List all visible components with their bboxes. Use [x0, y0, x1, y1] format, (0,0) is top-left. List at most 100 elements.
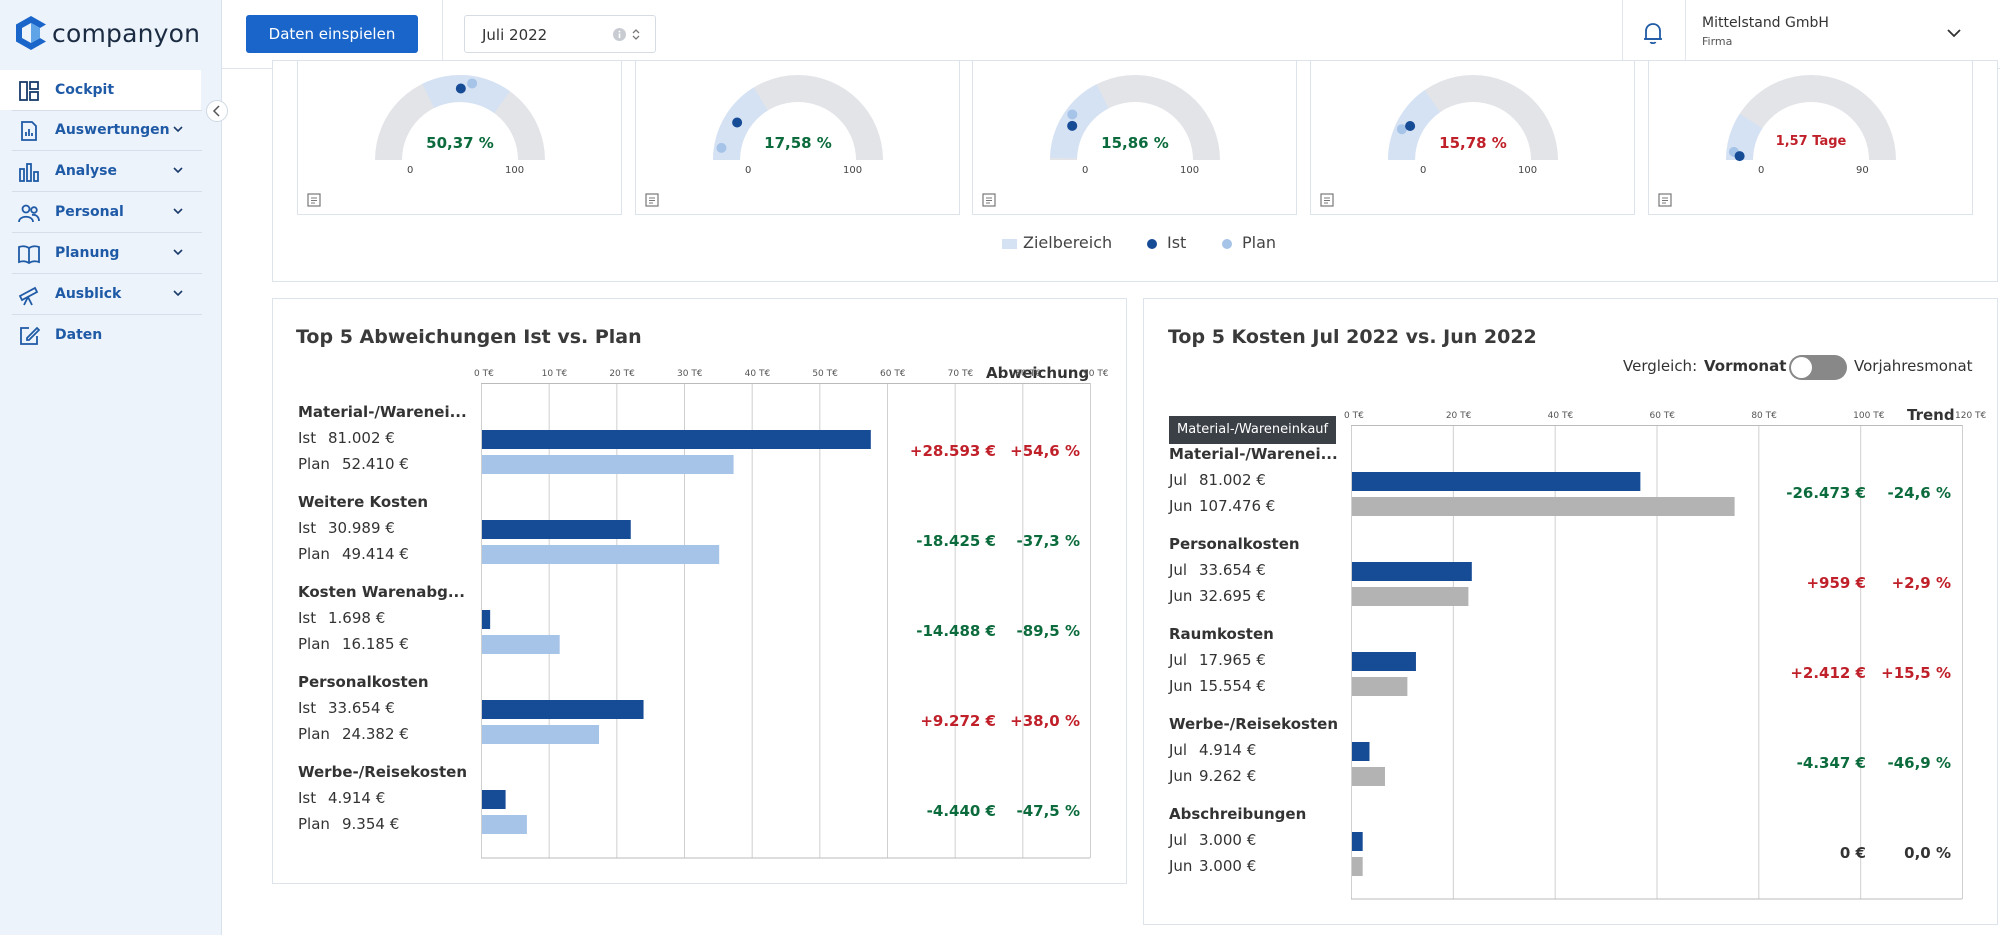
bar-secondary [482, 635, 560, 654]
axis-tick-label: 60 T€ [1649, 411, 1676, 421]
axis-tick-label: 120 T€ [1955, 411, 1987, 421]
deviation-absolute: +28.593 € [909, 442, 996, 460]
gauge-chart [375, 75, 545, 160]
chevron-down-icon [173, 126, 183, 133]
compare-toggle[interactable] [1789, 355, 1847, 380]
bar-primary [1352, 652, 1416, 671]
deviation-absolute: +959 € [1806, 574, 1866, 592]
logo[interactable]: companyon [14, 15, 200, 51]
gauge-max-label: 100 [1518, 165, 1538, 176]
gauge-min-label: 0 [1758, 165, 1765, 176]
deviation-percent: -46,9 % [1887, 754, 1952, 772]
row-series-value: 4.914 € [328, 789, 386, 807]
row-category: Werbe-/Reisekosten [298, 763, 467, 781]
gauge-chart [1388, 75, 1558, 160]
row-series-label: Plan [298, 455, 330, 473]
deviation-percent: +38,0 % [1010, 712, 1080, 730]
document-icon[interactable] [645, 193, 659, 207]
row-series-value: 52.410 € [342, 455, 409, 473]
row-series-value: 1.698 € [328, 609, 386, 627]
gauge-max-label: 90 [1856, 165, 1869, 176]
sidebar-item-ausblick[interactable]: Ausblick [0, 274, 201, 314]
gauge-actual-marker [1734, 151, 1745, 162]
gauge-value: 1,57 Tage [1775, 134, 1847, 149]
divider [12, 110, 202, 111]
period-select[interactable]: Juli 2022 [464, 15, 656, 53]
row-series-label: Ist [298, 609, 317, 627]
axis-tick-label: 10 T€ [541, 369, 568, 379]
book-icon [18, 245, 40, 265]
gauge-plan-marker [1067, 109, 1078, 120]
row-series-value: 24.382 € [342, 725, 409, 743]
row-series-label: Jul [1169, 471, 1188, 489]
sidebar-item-label: Auswertungen [55, 122, 170, 138]
row-series-label: Jun [1169, 497, 1193, 515]
costs-title: Top 5 Kosten Jul 2022 vs. Jun 2022 [1168, 326, 1537, 348]
axis-tick-label: 20 T€ [609, 369, 635, 379]
document-icon[interactable] [1320, 193, 1334, 207]
row-series-value: 107.476 € [1199, 497, 1276, 515]
chevron-down-icon [173, 208, 183, 215]
row-series-label: Ist [298, 519, 317, 537]
sidebar-item-analyse[interactable]: Analyse [0, 151, 201, 191]
deviation-percent: -89,5 % [1016, 622, 1081, 640]
bell-icon[interactable] [1642, 21, 1664, 45]
edit-icon [20, 326, 40, 345]
gauge-max-label: 100 [505, 165, 525, 176]
row-series-label: Jun [1169, 677, 1193, 695]
row-series-label: Jul [1169, 561, 1188, 579]
deviation-percent: +2,9 % [1891, 574, 1951, 592]
gauge-value: 17,58 % [764, 134, 832, 152]
axis-tick-label: 90 T€ [1083, 369, 1109, 379]
divider [442, 0, 443, 69]
sidebar-item-personal[interactable]: Personal [0, 192, 201, 232]
row-category: Werbe-/Reisekosten [1169, 715, 1338, 733]
legend-plan: Plan [1222, 233, 1276, 252]
deviation-absolute: -4.440 € [926, 802, 996, 820]
row-series-value: 33.654 € [328, 699, 395, 717]
gauge-actual-marker [455, 83, 466, 94]
row-series-label: Ist [298, 699, 317, 717]
axis-tick-label: 70 T€ [947, 369, 974, 379]
row-series-label: Jun [1169, 857, 1193, 875]
row-series-value: 49.414 € [342, 545, 409, 563]
deviation-absolute: +2.412 € [1790, 664, 1866, 682]
document-icon[interactable] [1658, 193, 1672, 207]
people-icon [18, 204, 40, 223]
sidebar-item-planung[interactable]: Planung [0, 233, 201, 273]
document-icon[interactable] [982, 193, 996, 207]
import-data-button[interactable]: Daten einspielen [246, 15, 418, 53]
bar-primary [482, 610, 491, 629]
period-value: Juli 2022 [482, 26, 548, 44]
row-series-value: 3.000 € [1199, 857, 1257, 875]
gauge-max-label: 100 [1180, 165, 1200, 176]
deviation-absolute: -4.347 € [1796, 754, 1866, 772]
row-series-value: 81.002 € [1199, 471, 1266, 489]
target-swatch [1002, 238, 1017, 249]
legend-plan-label: Plan [1242, 233, 1277, 252]
row-series-value: 81.002 € [328, 429, 395, 447]
bar-secondary [1352, 767, 1385, 786]
axis-tick-label: 80 T€ [1751, 411, 1777, 421]
costs-panel [1143, 298, 1998, 925]
compare-active-option[interactable]: Vormonat [1704, 357, 1787, 375]
bar-primary [482, 700, 644, 719]
deviation-percent: -37,3 % [1016, 532, 1081, 550]
deviation-percent: -24,6 % [1887, 484, 1952, 502]
collapse-sidebar-button[interactable] [206, 100, 228, 122]
sidebar-item-daten[interactable]: Daten [0, 315, 201, 355]
sort-arrows-icon [632, 29, 640, 40]
compare-other-option[interactable]: Vorjahresmonat [1854, 357, 1973, 375]
sidebar-item-cockpit[interactable]: Cockpit [0, 70, 201, 110]
row-series-label: Jun [1169, 767, 1193, 785]
company-selector[interactable]: Mittelstand GmbH Firma [1702, 15, 1829, 48]
sidebar-item-auswertungen[interactable]: Auswertungen [0, 110, 201, 150]
deviation-percent: +15,5 % [1881, 664, 1951, 682]
compare-label: Vergleich: [1623, 357, 1698, 375]
document-icon[interactable] [307, 193, 321, 207]
sidebar-item-label: Planung [55, 245, 120, 261]
row-series-label: Plan [298, 635, 330, 653]
chevron-down-icon[interactable] [1946, 26, 1962, 40]
bar-secondary [482, 545, 720, 564]
row-series-value: 33.654 € [1199, 561, 1266, 579]
